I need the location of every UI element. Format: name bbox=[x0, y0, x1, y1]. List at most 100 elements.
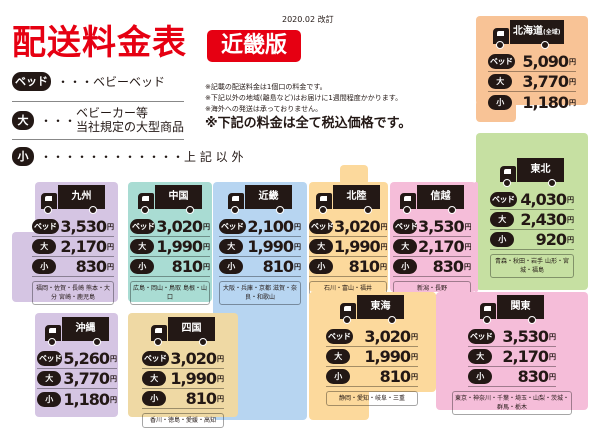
price-row-bed: ベッド 5,260 円 bbox=[37, 349, 117, 369]
bed-badge: ベッド bbox=[309, 219, 334, 234]
large-badge: 大 bbox=[326, 349, 350, 364]
region-name: 東海 bbox=[370, 301, 391, 312]
price-row-large: 大 3,770 円 bbox=[488, 72, 576, 92]
price-small: 830 bbox=[75, 257, 107, 276]
truck-icon: 北海道(全域) bbox=[493, 20, 571, 50]
truck-icon: 九州 bbox=[41, 185, 105, 215]
yen-unit: 円 bbox=[203, 243, 210, 251]
price-small: 810 bbox=[171, 257, 203, 276]
legend-dots: ・・・・・・・・・・・・ bbox=[40, 150, 185, 164]
large-badge: 大 bbox=[37, 371, 61, 386]
yen-unit: 円 bbox=[110, 396, 117, 404]
large-badge: 大 bbox=[142, 371, 166, 386]
prefecture-list: 福岡・佐賀・長崎 熊本・大分 宮崎・鹿児島 bbox=[32, 281, 114, 305]
price-row-small: 小 810 円 bbox=[309, 257, 387, 277]
legend-text: 上 記 以 外 bbox=[184, 150, 244, 164]
note: ※記載の配送料金は1個口の料金です。 bbox=[205, 83, 327, 91]
legend-text: ベビーカー等 bbox=[76, 106, 149, 120]
price-row-bed: ベッド 3,530 円 bbox=[32, 217, 114, 237]
price-small: 830 bbox=[517, 367, 549, 386]
price-large: 1,990 bbox=[156, 237, 203, 256]
rate-card: 近畿 ベッド 2,100 円大 1,990 円小 810 円大阪・兵庫・京都 滋賀・奈良・和歌… bbox=[219, 185, 301, 305]
price-row-bed: ベッド 3,020 円 bbox=[142, 349, 224, 369]
price-large: 2,170 bbox=[502, 347, 549, 366]
yen-unit: 円 bbox=[567, 216, 574, 224]
bed-badge: ベッド bbox=[130, 219, 156, 234]
price-bed: 4,030 bbox=[520, 190, 567, 209]
yen-unit: 円 bbox=[411, 373, 418, 381]
yen-unit: 円 bbox=[294, 263, 301, 271]
price-small: 810 bbox=[379, 367, 411, 386]
price-row-small: 小 1,180 円 bbox=[37, 389, 117, 409]
bed-badge: ベッド bbox=[490, 192, 517, 207]
bed-badge: ベッド bbox=[326, 329, 353, 344]
small-badge: 小 bbox=[130, 259, 154, 274]
price-row-large: 大 2,170 円 bbox=[32, 237, 114, 257]
price-row-small: 小 1,180 円 bbox=[488, 92, 576, 112]
legend-small: 小 ・・・・・・・・・・・・ 上 記 以 外 bbox=[12, 147, 243, 166]
price-row-large: 大 1,990 円 bbox=[142, 369, 224, 389]
rate-card: 東海 ベッド 3,020 円大 1,990 円小 810 円静岡・愛知・岐阜・三重 bbox=[326, 295, 418, 406]
prefecture-list: 青森・秋田・岩手 山形・宮城・福島 bbox=[490, 254, 574, 278]
price-row-bed: ベッド 3,530 円 bbox=[393, 217, 471, 237]
small-badge: 小 bbox=[37, 391, 61, 407]
price-bed: 3,530 bbox=[502, 327, 549, 346]
price-large: 1,990 bbox=[247, 237, 294, 256]
price-row-bed: ベッド 3,020 円 bbox=[309, 217, 387, 237]
yen-unit: 円 bbox=[203, 223, 210, 231]
note: ※下記以外の地域(離島など)はお届けに1週間程度かかります。 bbox=[205, 94, 403, 102]
price-row-bed: ベッド 2,100 円 bbox=[219, 217, 301, 237]
small-badge: 小 bbox=[490, 232, 514, 247]
price-small: 810 bbox=[262, 257, 294, 276]
price-row-small: 小 830 円 bbox=[468, 367, 556, 387]
legend-dots: ・・・ bbox=[40, 113, 77, 128]
yen-unit: 円 bbox=[464, 223, 471, 231]
bed-badge: ベッド bbox=[468, 329, 495, 344]
bed-badge: ベッド bbox=[393, 219, 418, 234]
price-row-large: 大 1,990 円 bbox=[309, 237, 387, 257]
price-large: 1,990 bbox=[364, 347, 411, 366]
rate-card: 東北 ベッド 4,030 円大 2,430 円小 920 円青森・秋田・岩手 山形・宮城・福島 bbox=[490, 158, 574, 278]
rate-card: 九州 ベッド 3,530 円大 2,170 円小 830 円福岡・佐賀・長崎 熊本・大分 宮崎… bbox=[32, 185, 114, 305]
region-name: 北陸 bbox=[346, 191, 367, 202]
truck-icon: 東海 bbox=[340, 295, 404, 325]
rate-card: 中国 ベッド 3,020 円大 1,990 円小 810 円広島・岡山・鳥取 島根・山口 bbox=[130, 185, 210, 305]
region-name: 中国 bbox=[168, 191, 189, 202]
price-bed: 5,260 bbox=[63, 349, 110, 368]
yen-unit: 円 bbox=[549, 353, 556, 361]
small-badge: 小 bbox=[468, 369, 492, 384]
small-badge: 小 bbox=[488, 94, 512, 110]
region-background bbox=[340, 165, 368, 185]
small-badge: 小 bbox=[309, 259, 333, 274]
price-row-bed: ベッド 3,020 円 bbox=[326, 327, 418, 347]
large-badge: 大 bbox=[130, 239, 154, 254]
yen-unit: 円 bbox=[107, 243, 114, 251]
yen-unit: 円 bbox=[380, 223, 387, 231]
price-bed: 2,100 bbox=[247, 217, 294, 236]
truck-icon: 信越 bbox=[400, 185, 464, 215]
price-bed: 3,020 bbox=[170, 349, 217, 368]
rate-card: 関東 ベッド 3,530 円大 2,170 円小 830 円東京・神奈川・千葉・埼玉・山梨・茨… bbox=[452, 295, 572, 415]
yen-unit: 円 bbox=[110, 375, 117, 383]
yen-unit: 円 bbox=[549, 333, 556, 341]
price-row-small: 小 810 円 bbox=[142, 389, 224, 409]
region-name: 北海道 bbox=[513, 26, 543, 37]
region-name: 九州 bbox=[71, 191, 92, 202]
price-small: 810 bbox=[348, 257, 380, 276]
yen-unit: 円 bbox=[411, 333, 418, 341]
truck-icon: 四国 bbox=[151, 317, 215, 347]
large-badge: 大 bbox=[219, 239, 243, 254]
yen-unit: 円 bbox=[217, 355, 224, 363]
yen-unit: 円 bbox=[110, 355, 117, 363]
region-name: 沖縄 bbox=[75, 323, 96, 334]
legend-text-2: 当社規定の大型商品 bbox=[76, 120, 185, 134]
rate-card: 北陸 ベッド 3,020 円大 1,990 円小 810 円石川・富山・福井 bbox=[309, 185, 387, 296]
bed-badge: ベッド bbox=[142, 351, 169, 366]
price-row-bed: ベッド 4,030 円 bbox=[490, 190, 574, 210]
small-badge: 小 bbox=[393, 259, 417, 274]
price-row-small: 小 810 円 bbox=[219, 257, 301, 277]
notes: ※記載の配送料金は1個口の料金です。 ※下記以外の地域(離島など)はお届けに1週… bbox=[205, 82, 411, 132]
rate-card: 沖縄 ベッド 5,260 円大 3,770 円小 1,180 円 bbox=[37, 317, 117, 409]
bed-badge: ベッド bbox=[219, 219, 246, 234]
price-small: 920 bbox=[535, 230, 567, 249]
